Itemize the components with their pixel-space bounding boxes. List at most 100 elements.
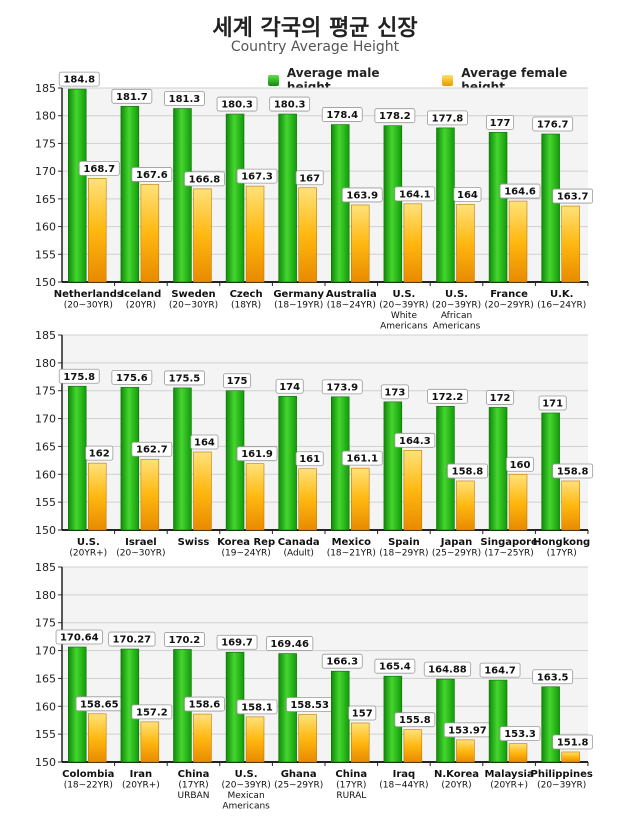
data-label-male: 178.4 — [326, 110, 358, 121]
data-label-male: 172.2 — [432, 392, 464, 403]
data-label-male: 175.5 — [169, 373, 201, 384]
data-label-box-male — [108, 631, 156, 647]
data-label-box-male — [427, 388, 468, 404]
bar-female — [245, 716, 265, 763]
data-label-box-female — [295, 170, 324, 186]
data-label-box-male — [111, 88, 153, 104]
data-label-male: 180.3 — [274, 100, 306, 111]
data-label-female: 160 — [510, 460, 531, 471]
x-tick-label: Australia — [326, 289, 377, 300]
x-tick-label: U.S. — [235, 769, 258, 780]
bar-male — [278, 395, 297, 531]
x-tick-label: Philippines — [531, 769, 593, 780]
data-label-male: 172 — [490, 393, 511, 404]
x-tick-sublabel: (20~39YR) — [221, 781, 270, 791]
bar-female — [88, 713, 107, 763]
data-label-male: 166.3 — [326, 657, 358, 668]
data-label-box-female — [184, 171, 225, 187]
x-tick-label: Japan — [440, 537, 473, 548]
y-tick-label: 160 — [35, 468, 56, 481]
data-label-box-male — [538, 395, 567, 411]
x-tick-label: Singapore — [480, 537, 538, 548]
data-label-male: 169.46 — [270, 639, 309, 650]
data-label-box-female — [131, 704, 173, 720]
data-label-box-male — [275, 378, 304, 394]
chart-title: 세계 각국의 평균 신장 — [212, 16, 418, 41]
bar-female — [298, 714, 317, 763]
data-label-female: 158.8 — [452, 466, 484, 477]
data-label-female: 153.3 — [504, 729, 536, 740]
data-label-female: 163.9 — [346, 190, 378, 201]
data-label-box-male — [321, 653, 363, 669]
x-tick-sublabel: (20~30YR) — [64, 301, 113, 311]
data-label-female: 161.9 — [241, 449, 273, 460]
data-label-male: 164.88 — [428, 665, 467, 676]
data-label-box-female — [394, 186, 436, 202]
bar-female — [456, 480, 475, 531]
x-tick-sublabel: (Adult) — [283, 549, 313, 559]
data-label-box-male — [532, 669, 574, 685]
data-label-male: 180.3 — [221, 100, 253, 111]
y-tick-label: 185 — [35, 329, 56, 342]
data-label-box-female — [236, 446, 278, 462]
data-label-female: 157 — [352, 709, 373, 720]
data-label-box-male — [216, 634, 258, 650]
data-label-box-female — [506, 456, 535, 472]
x-tick-label: Netherlands — [54, 289, 123, 300]
x-tick-label: Israel — [125, 537, 157, 548]
bar-female — [140, 458, 160, 531]
x-tick-label: U.S. — [77, 537, 100, 548]
bar-male — [68, 385, 87, 531]
data-label-box-male — [269, 96, 311, 112]
y-tick-label: 180 — [35, 589, 56, 602]
x-tick-label: Ghana — [281, 769, 317, 780]
x-tick-sublabel: (20YR+) — [69, 549, 107, 559]
bar-male — [436, 127, 455, 283]
data-label-box-female — [552, 463, 594, 479]
x-tick-label: U.S. — [392, 289, 415, 300]
data-label-box-male — [532, 116, 574, 132]
bar-female — [245, 185, 265, 283]
bar-male — [225, 113, 245, 283]
x-tick-label: France — [490, 289, 528, 300]
data-label-female: 161 — [299, 454, 320, 465]
data-label-male: 175.6 — [116, 373, 148, 384]
data-label-box-male — [164, 91, 205, 106]
x-tick-label: Korea Rep — [217, 537, 275, 548]
data-label-box-female — [184, 696, 225, 712]
x-tick-label: Spain — [388, 537, 420, 548]
x-tick-sublabel: (18~44YR) — [379, 781, 428, 791]
y-tick-label: 170 — [35, 413, 56, 426]
legend-swatch-female — [442, 74, 454, 86]
bar-female — [88, 462, 107, 531]
x-tick-sublabel: Americans — [222, 802, 270, 812]
data-label-box-male — [266, 636, 314, 651]
x-tick-sublabel: (17~25YR) — [484, 549, 533, 559]
data-label-box-female — [295, 451, 324, 467]
data-label-box-female — [131, 167, 173, 182]
data-label-box-female — [236, 168, 278, 184]
bar-male — [68, 88, 87, 283]
data-label-female: 158.53 — [290, 700, 329, 711]
data-label-male: 173 — [384, 387, 405, 398]
bar-male — [541, 133, 560, 283]
bar-male — [488, 679, 508, 763]
bar-male — [173, 108, 192, 283]
legend: Average male height Average female heigh… — [268, 66, 630, 94]
x-tick-sublabel: (20YR) — [126, 301, 156, 311]
x-tick-label: Germany — [273, 289, 324, 300]
data-label-female: 158.8 — [557, 466, 589, 477]
data-label-female: 164.1 — [399, 189, 431, 200]
y-tick-label: 155 — [35, 496, 56, 509]
x-tick-label: Canada — [278, 537, 320, 548]
y-tick-label: 165 — [35, 440, 56, 453]
data-label-female: 163.7 — [557, 192, 589, 203]
y-tick-label: 150 — [35, 756, 56, 769]
bar-female — [350, 722, 370, 763]
data-label-female: 162 — [89, 449, 110, 460]
bar-female — [561, 751, 580, 763]
data-label-male: 177.8 — [432, 113, 464, 124]
y-tick-label: 165 — [35, 193, 56, 206]
y-tick-label: 185 — [35, 561, 56, 574]
